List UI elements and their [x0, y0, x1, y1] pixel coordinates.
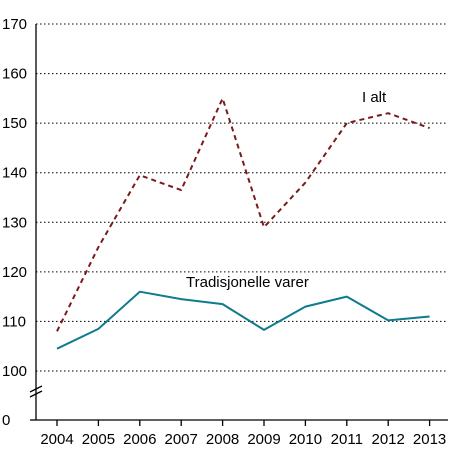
x-tick-label-2008: 2008 — [206, 431, 239, 448]
series-line-0 — [56, 97, 430, 332]
x-tick-label-2010: 2010 — [289, 431, 322, 448]
y-tick-label-0: 0 — [2, 412, 10, 429]
y-tick-label-100: 100 — [2, 363, 27, 380]
y-tick-label-160: 160 — [2, 66, 27, 83]
x-tick-label-2013: 2013 — [413, 431, 446, 448]
x-tick-label-2009: 2009 — [247, 431, 280, 448]
x-tick-label-2011: 2011 — [331, 431, 363, 448]
y-tick-label-120: 120 — [2, 264, 27, 281]
axis-break-icon — [29, 385, 43, 398]
series-label-i-alt: I alt — [362, 89, 387, 106]
y-tick-label-150: 150 — [2, 115, 27, 132]
y-tick-labels: 0 100 110 120 130 140 150 160 170 — [2, 16, 36, 429]
y-tick-label-110: 110 — [2, 313, 26, 330]
gridlines — [36, 23, 448, 372]
y-tick-label-130: 130 — [2, 214, 27, 231]
x-tick-labels: 2004 2005 2006 2007 2008 2009 2010 2011 2012 2013 — [40, 420, 446, 448]
x-tick-label-2007: 2007 — [165, 431, 198, 448]
series-label-tradisjonelle-varer: Tradisjonelle varer — [186, 274, 309, 291]
y-tick-label-170: 170 — [2, 16, 27, 33]
series-layer — [56, 97, 430, 350]
x-tick-label-2012: 2012 — [372, 431, 405, 448]
x-tick-label-2005: 2005 — [82, 431, 115, 448]
axes — [29, 24, 448, 421]
series-line-1 — [56, 290, 430, 350]
x-tick-label-2004: 2004 — [40, 431, 73, 448]
y-tick-label-140: 140 — [2, 165, 27, 182]
x-tick-label-2006: 2006 — [123, 431, 156, 448]
